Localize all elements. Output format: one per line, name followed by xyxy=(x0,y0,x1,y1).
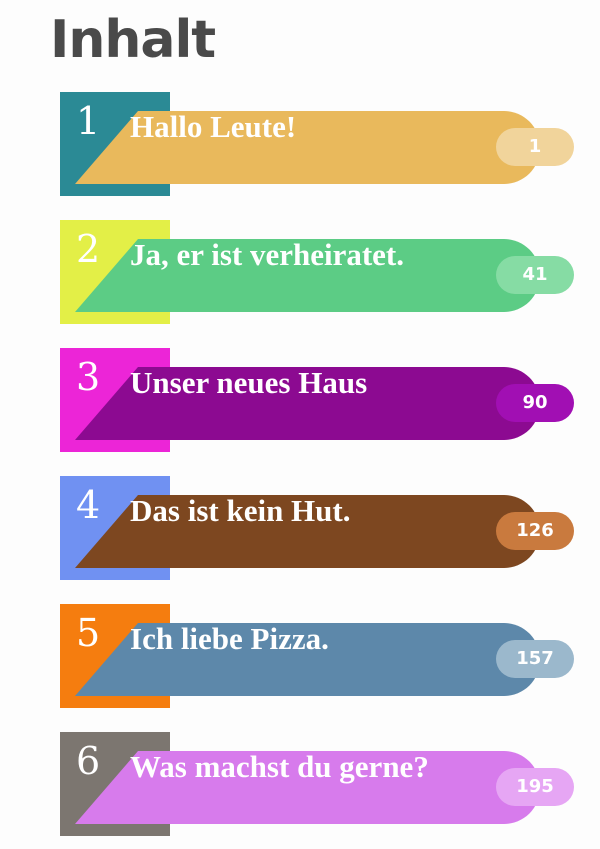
chapter-number: 6 xyxy=(76,739,101,783)
page-number-badge: 1 xyxy=(496,128,574,166)
chapter-title: Was machst du gerne? xyxy=(130,749,429,784)
toc-entry[interactable]: 6 Was machst du gerne? 195 xyxy=(60,732,575,838)
chapter-title: Das ist kein Hut. xyxy=(130,493,351,528)
chapter-title: Ja, er ist verheiratet. xyxy=(130,237,405,272)
toc-entry[interactable]: 2 Ja, er ist verheiratet. 41 xyxy=(60,220,575,326)
toc-entry[interactable]: 4 Das ist kein Hut. 126 xyxy=(60,476,575,582)
chapter-bar xyxy=(75,623,540,696)
chapter-number: 1 xyxy=(76,99,101,143)
page-number-badge: 195 xyxy=(496,768,574,806)
chapter-number: 4 xyxy=(76,483,101,527)
page-number-badge: 157 xyxy=(496,640,574,678)
chapter-title: Unser neues Haus xyxy=(130,365,368,400)
toc-entry[interactable]: 1 Hallo Leute! 1 xyxy=(60,92,575,198)
page-number-badge: 90 xyxy=(496,384,574,422)
chapter-bar xyxy=(75,367,540,440)
page-number-badge: 126 xyxy=(496,512,574,550)
chapter-number: 2 xyxy=(76,227,101,271)
chapter-number: 3 xyxy=(76,355,101,399)
chapter-title: Hallo Leute! xyxy=(130,109,297,144)
chapter-bar xyxy=(75,239,540,312)
chapter-bar xyxy=(75,751,540,824)
chapter-bar xyxy=(75,111,540,184)
page-number-badge: 41 xyxy=(496,256,574,294)
toc-entry[interactable]: 3 Unser neues Haus 90 xyxy=(60,348,575,454)
toc-entry[interactable]: 5 Ich liebe Pizza. 157 xyxy=(60,604,575,710)
page-title: Inhalt xyxy=(50,10,216,70)
chapter-title: Ich liebe Pizza. xyxy=(130,621,329,656)
chapter-bar xyxy=(75,495,540,568)
chapter-number: 5 xyxy=(76,611,101,655)
